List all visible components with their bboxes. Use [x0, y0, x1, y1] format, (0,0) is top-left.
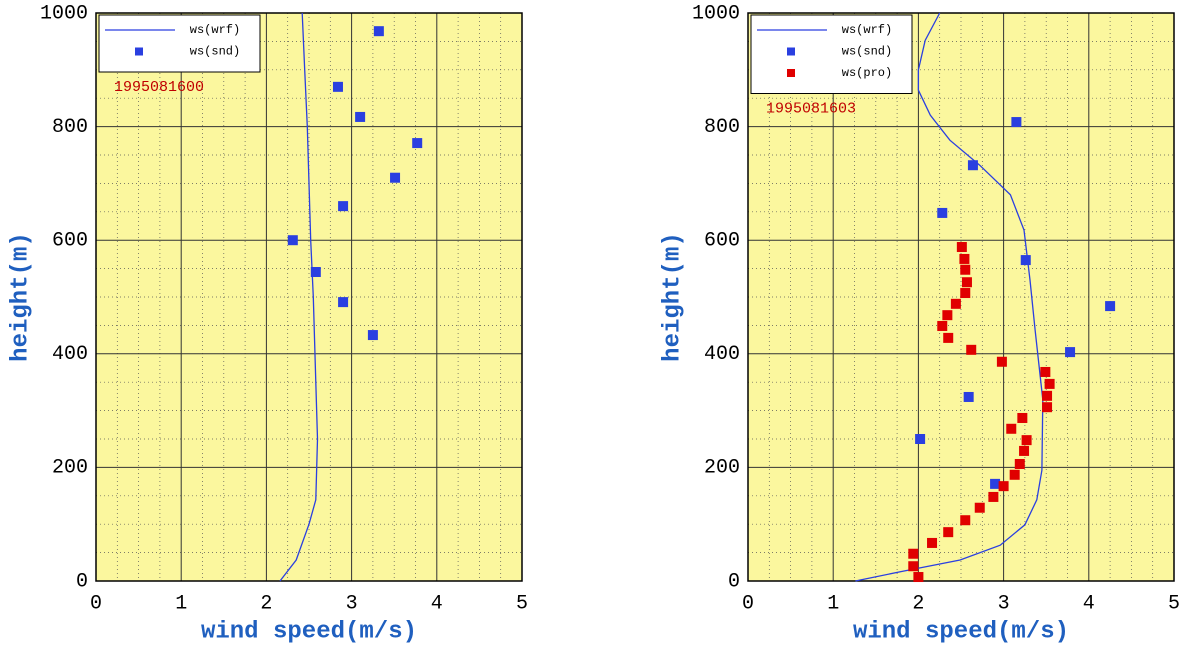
y-tick-label: 0 — [76, 570, 88, 593]
data-point — [1042, 402, 1053, 413]
data-point — [1105, 301, 1116, 312]
plot-frame — [747, 12, 1175, 582]
data-point — [1065, 347, 1076, 358]
legend-swatch — [787, 47, 795, 56]
data-point — [1011, 117, 1022, 128]
y-axis-title: height(m) — [659, 232, 686, 362]
data-point — [310, 267, 321, 278]
data-point — [367, 330, 378, 341]
data-point — [998, 481, 1009, 492]
data-point — [332, 81, 343, 92]
plot-frame — [95, 12, 523, 582]
data-point — [963, 391, 974, 402]
data-point — [974, 502, 985, 513]
data-point — [908, 561, 919, 572]
x-tick-label: 2 — [912, 592, 924, 615]
data-point — [1021, 435, 1032, 446]
x-tick-label: 0 — [742, 592, 754, 615]
x-tick-label: 1 — [827, 592, 839, 615]
legend-label: ws(snd) — [190, 45, 240, 59]
legend-label: ws(wrf) — [842, 23, 892, 37]
data-point — [1042, 390, 1053, 401]
data-point — [1019, 445, 1030, 456]
y-tick-label: 400 — [52, 343, 88, 366]
data-point — [1014, 458, 1025, 469]
data-point — [937, 320, 948, 331]
legend-label: ws(pro) — [842, 66, 892, 80]
y-tick-label: 600 — [704, 229, 740, 252]
legend-box — [750, 14, 913, 94]
data-point — [287, 235, 298, 246]
legend-box — [98, 14, 261, 73]
annotation: 1995081603 — [766, 100, 856, 117]
y-tick-label: 200 — [52, 457, 88, 480]
y-tick-label: 200 — [704, 457, 740, 480]
x-tick-label: 3 — [346, 592, 358, 615]
x-tick-label: 5 — [1168, 592, 1180, 615]
data-point — [412, 138, 423, 149]
series-line — [855, 12, 1044, 582]
data-point — [942, 310, 953, 321]
data-point — [956, 242, 967, 253]
x-tick-label: 5 — [516, 592, 528, 615]
panel: 0 1 2 3 4 5 0 200 400 600 800 1000 ws(wrf) ws(snd) ws(… — [659, 2, 1180, 645]
data-point — [943, 332, 954, 343]
data-point — [908, 548, 919, 559]
legend-swatch — [787, 69, 795, 77]
data-point — [950, 298, 961, 309]
data-point — [1006, 423, 1017, 434]
y-tick-label: 600 — [52, 229, 88, 252]
data-point — [1020, 255, 1031, 266]
y-tick-label: 0 — [728, 570, 740, 593]
data-point — [937, 207, 948, 218]
data-point — [967, 160, 978, 171]
data-point — [390, 172, 401, 183]
data-point — [338, 297, 349, 308]
legend-label: ws(wrf) — [190, 23, 240, 37]
data-point — [1040, 366, 1051, 377]
annotation: 1995081600 — [114, 79, 204, 96]
x-axis-title: wind speed(m/s) — [853, 618, 1069, 645]
data-point — [1044, 378, 1055, 389]
data-point — [959, 253, 970, 264]
data-point — [915, 434, 926, 444]
y-tick-label: 800 — [52, 116, 88, 139]
legend-label: ws(snd) — [842, 45, 892, 59]
data-point — [913, 572, 924, 583]
data-point — [988, 491, 999, 502]
data-point — [996, 356, 1007, 367]
data-point — [1009, 469, 1020, 480]
data-point — [960, 515, 971, 526]
y-tick-label: 1000 — [692, 2, 740, 25]
data-point — [355, 111, 366, 122]
data-point — [961, 277, 972, 288]
x-axis-title: wind speed(m/s) — [201, 618, 417, 645]
data-point — [338, 201, 349, 212]
y-tick-label: 400 — [704, 343, 740, 366]
x-tick-label: 3 — [998, 592, 1010, 615]
data-point — [960, 264, 971, 275]
data-point — [960, 288, 971, 299]
panel: 0 1 2 3 4 5 0 200 400 600 800 1000 ws(wrf) ws(snd) 199… — [7, 2, 528, 645]
x-tick-label: 1 — [175, 592, 187, 615]
legend-swatch — [135, 47, 143, 56]
x-tick-label: 4 — [1083, 592, 1095, 615]
data-point — [943, 527, 954, 538]
data-point — [1017, 412, 1028, 423]
y-axis-title: height(m) — [7, 232, 34, 362]
y-tick-label: 800 — [704, 116, 740, 139]
x-tick-label: 0 — [90, 592, 102, 615]
data-point — [990, 478, 1001, 489]
series-line — [279, 12, 319, 582]
data-point — [927, 537, 938, 548]
x-tick-label: 2 — [260, 592, 272, 615]
x-tick-label: 4 — [431, 592, 443, 615]
y-tick-label: 1000 — [40, 2, 88, 25]
data-point — [966, 344, 977, 355]
data-point — [373, 26, 384, 37]
